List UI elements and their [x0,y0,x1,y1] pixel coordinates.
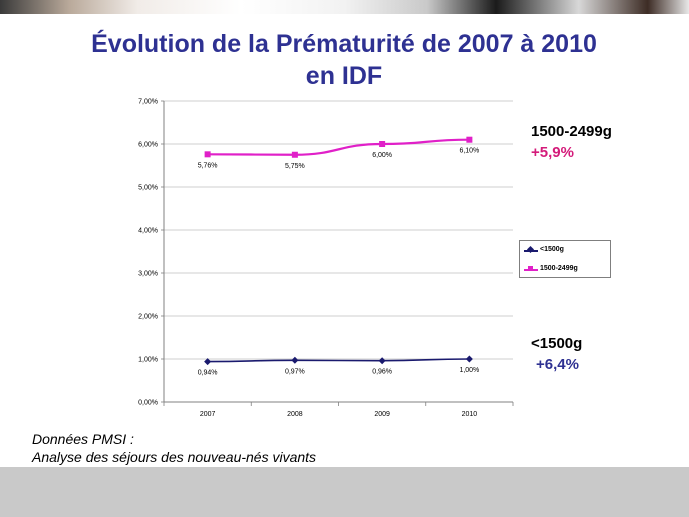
x-tick-label: 2009 [374,411,390,418]
series-line [207,358,470,363]
y-tick-label: 4,00% [138,228,158,235]
y-tick-label: 6,00% [138,142,158,149]
data-point [465,355,473,363]
data-label: 0,96% [372,369,392,376]
source-line-2: Analyse des séjours des nouveau-nés viva… [32,449,317,465]
data-label: 5,75% [285,163,305,170]
legend-label-1500-2499: 1500-2499g [540,265,578,272]
data-label: 5,76% [198,162,218,169]
legend-label-lt1500: <1500g [540,246,564,253]
slide-title: Évolution de la Prématurité de 2007 à 20… [34,28,654,92]
y-tick-label: 3,00% [138,271,158,278]
data-point [378,357,386,365]
y-tick-label: 1,00% [138,357,158,364]
title-line-2: en IDF [305,62,383,90]
y-tick-label: 5,00% [138,185,158,192]
footer-band [0,467,689,517]
x-tick-label: 2007 [200,411,216,418]
data-point [204,151,211,158]
data-label: 6,10% [459,148,479,155]
source-line-1: Données PMSI : [32,431,134,447]
upper-series-change: +5,9% [531,144,574,161]
source-note: Données PMSI : Analyse des séjours des n… [32,430,316,466]
y-tick-label: 7,00% [138,99,158,106]
lower-series-change: +6,4% [536,356,579,373]
data-label: 6,00% [372,152,392,159]
x-tick-label: 2008 [287,411,303,418]
series-line [207,138,470,156]
y-tick-label: 2,00% [138,314,158,321]
x-tick-label: 2010 [462,411,478,418]
lower-series-label: <1500g [531,335,583,352]
title-line-1: Évolution de la Prématurité de 2007 à 20… [91,30,597,58]
data-point [379,141,386,147]
data-label: 0,97% [285,368,305,375]
data-point [204,358,212,366]
y-tick-label: 0,00% [138,400,158,407]
upper-series-label: 1500-2499g [531,123,612,140]
data-point [291,151,298,158]
chart-legend: <1500g 1500-2499g [519,240,611,278]
plot-area [164,101,513,402]
legend-marker-1500-2499 [528,266,533,271]
data-point [466,136,473,143]
data-label: 0,94% [198,370,218,377]
data-point [291,356,299,364]
data-label: 1,00% [459,367,479,374]
header-photo-strip [0,0,689,14]
